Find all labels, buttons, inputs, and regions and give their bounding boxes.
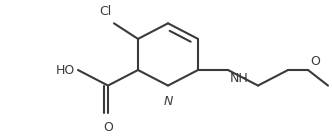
Text: O: O [103, 121, 113, 134]
Text: HO: HO [56, 64, 75, 77]
Text: NH: NH [230, 72, 249, 85]
Text: N: N [163, 95, 173, 108]
Text: Cl: Cl [100, 4, 112, 18]
Text: O: O [310, 55, 320, 68]
